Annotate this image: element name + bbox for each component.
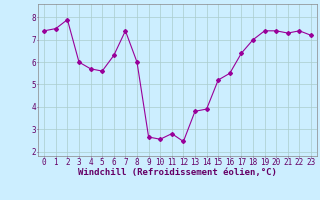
X-axis label: Windchill (Refroidissement éolien,°C): Windchill (Refroidissement éolien,°C) <box>78 168 277 177</box>
